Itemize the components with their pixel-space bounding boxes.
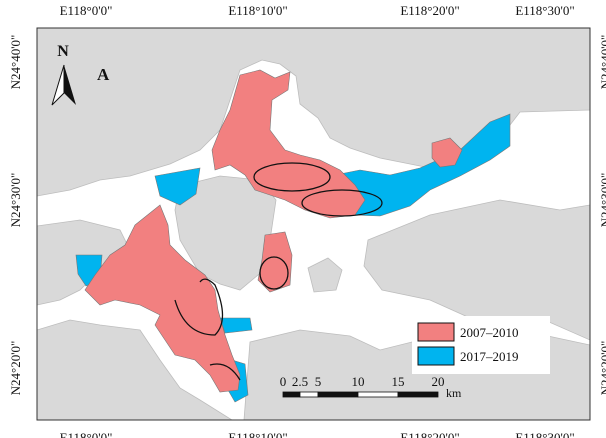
scale-segment bbox=[317, 391, 359, 398]
legend: 2007–2010 2017–2019 bbox=[417, 322, 519, 366]
scale-segment bbox=[299, 391, 319, 398]
longitude-label: E118°20'0" bbox=[400, 3, 459, 18]
latitude-label: N24°20'0" bbox=[598, 341, 606, 396]
map-body bbox=[37, 28, 590, 420]
latitude-label: N24°30'0" bbox=[8, 173, 23, 228]
longitude-label: E118°30'0" bbox=[515, 3, 574, 18]
scale-tick-label: 0 bbox=[280, 374, 287, 389]
scale-unit: km bbox=[446, 386, 462, 400]
contour bbox=[259, 256, 289, 290]
longitude-label: E118°30'0" bbox=[515, 430, 574, 438]
contour bbox=[301, 189, 383, 217]
land bbox=[37, 319, 233, 420]
scale-tick-label: 2.5 bbox=[292, 374, 308, 389]
scale-segment bbox=[282, 391, 301, 398]
longitude-label: E118°10'0" bbox=[228, 430, 287, 438]
latitude-label: N24°20'0" bbox=[8, 341, 23, 396]
scale-segment bbox=[397, 391, 439, 398]
graticule-labels: E118°0'0" E118°10'0" E118°20'0" E118°30'0" E… bbox=[8, 3, 606, 438]
land bbox=[307, 257, 343, 293]
latitude-label: N24°40'0" bbox=[598, 35, 606, 90]
latitude-label: N24°40'0" bbox=[8, 35, 23, 90]
area-2007-2010 bbox=[431, 137, 463, 168]
area-2017-2019 bbox=[329, 113, 511, 217]
scale-tick-label: 15 bbox=[392, 374, 405, 389]
area-2017-2019 bbox=[154, 167, 201, 206]
legend-swatch bbox=[417, 322, 455, 342]
panel-label: A bbox=[97, 65, 110, 84]
contour bbox=[174, 278, 224, 336]
legend-label: 2017–2019 bbox=[460, 349, 519, 364]
legend-label: 2007–2010 bbox=[460, 325, 519, 340]
longitude-label: E118°10'0" bbox=[228, 3, 287, 18]
longitude-label: E118°0'0" bbox=[60, 3, 113, 18]
scale-segment bbox=[357, 391, 399, 398]
contour bbox=[209, 363, 241, 381]
scale-tick-label: 10 bbox=[352, 374, 365, 389]
scale-tick-label: 5 bbox=[315, 374, 322, 389]
map-frame bbox=[36, 27, 591, 421]
area-2007-2010 bbox=[257, 231, 293, 293]
north-label: N bbox=[57, 43, 69, 60]
area-2007-2010 bbox=[211, 69, 366, 219]
area-2007-2010 bbox=[84, 204, 241, 393]
longitude-label: E118°0'0" bbox=[60, 430, 113, 438]
scale-tick-label: 20 bbox=[432, 374, 445, 389]
area-2017-2019 bbox=[219, 317, 253, 334]
longitude-label: E118°20'0" bbox=[400, 430, 459, 438]
legend-swatch bbox=[417, 346, 455, 366]
contour bbox=[253, 162, 331, 192]
latitude-label: N24°30'0" bbox=[598, 173, 606, 228]
north-arrow: N bbox=[51, 43, 76, 106]
arrow-half bbox=[64, 65, 76, 105]
